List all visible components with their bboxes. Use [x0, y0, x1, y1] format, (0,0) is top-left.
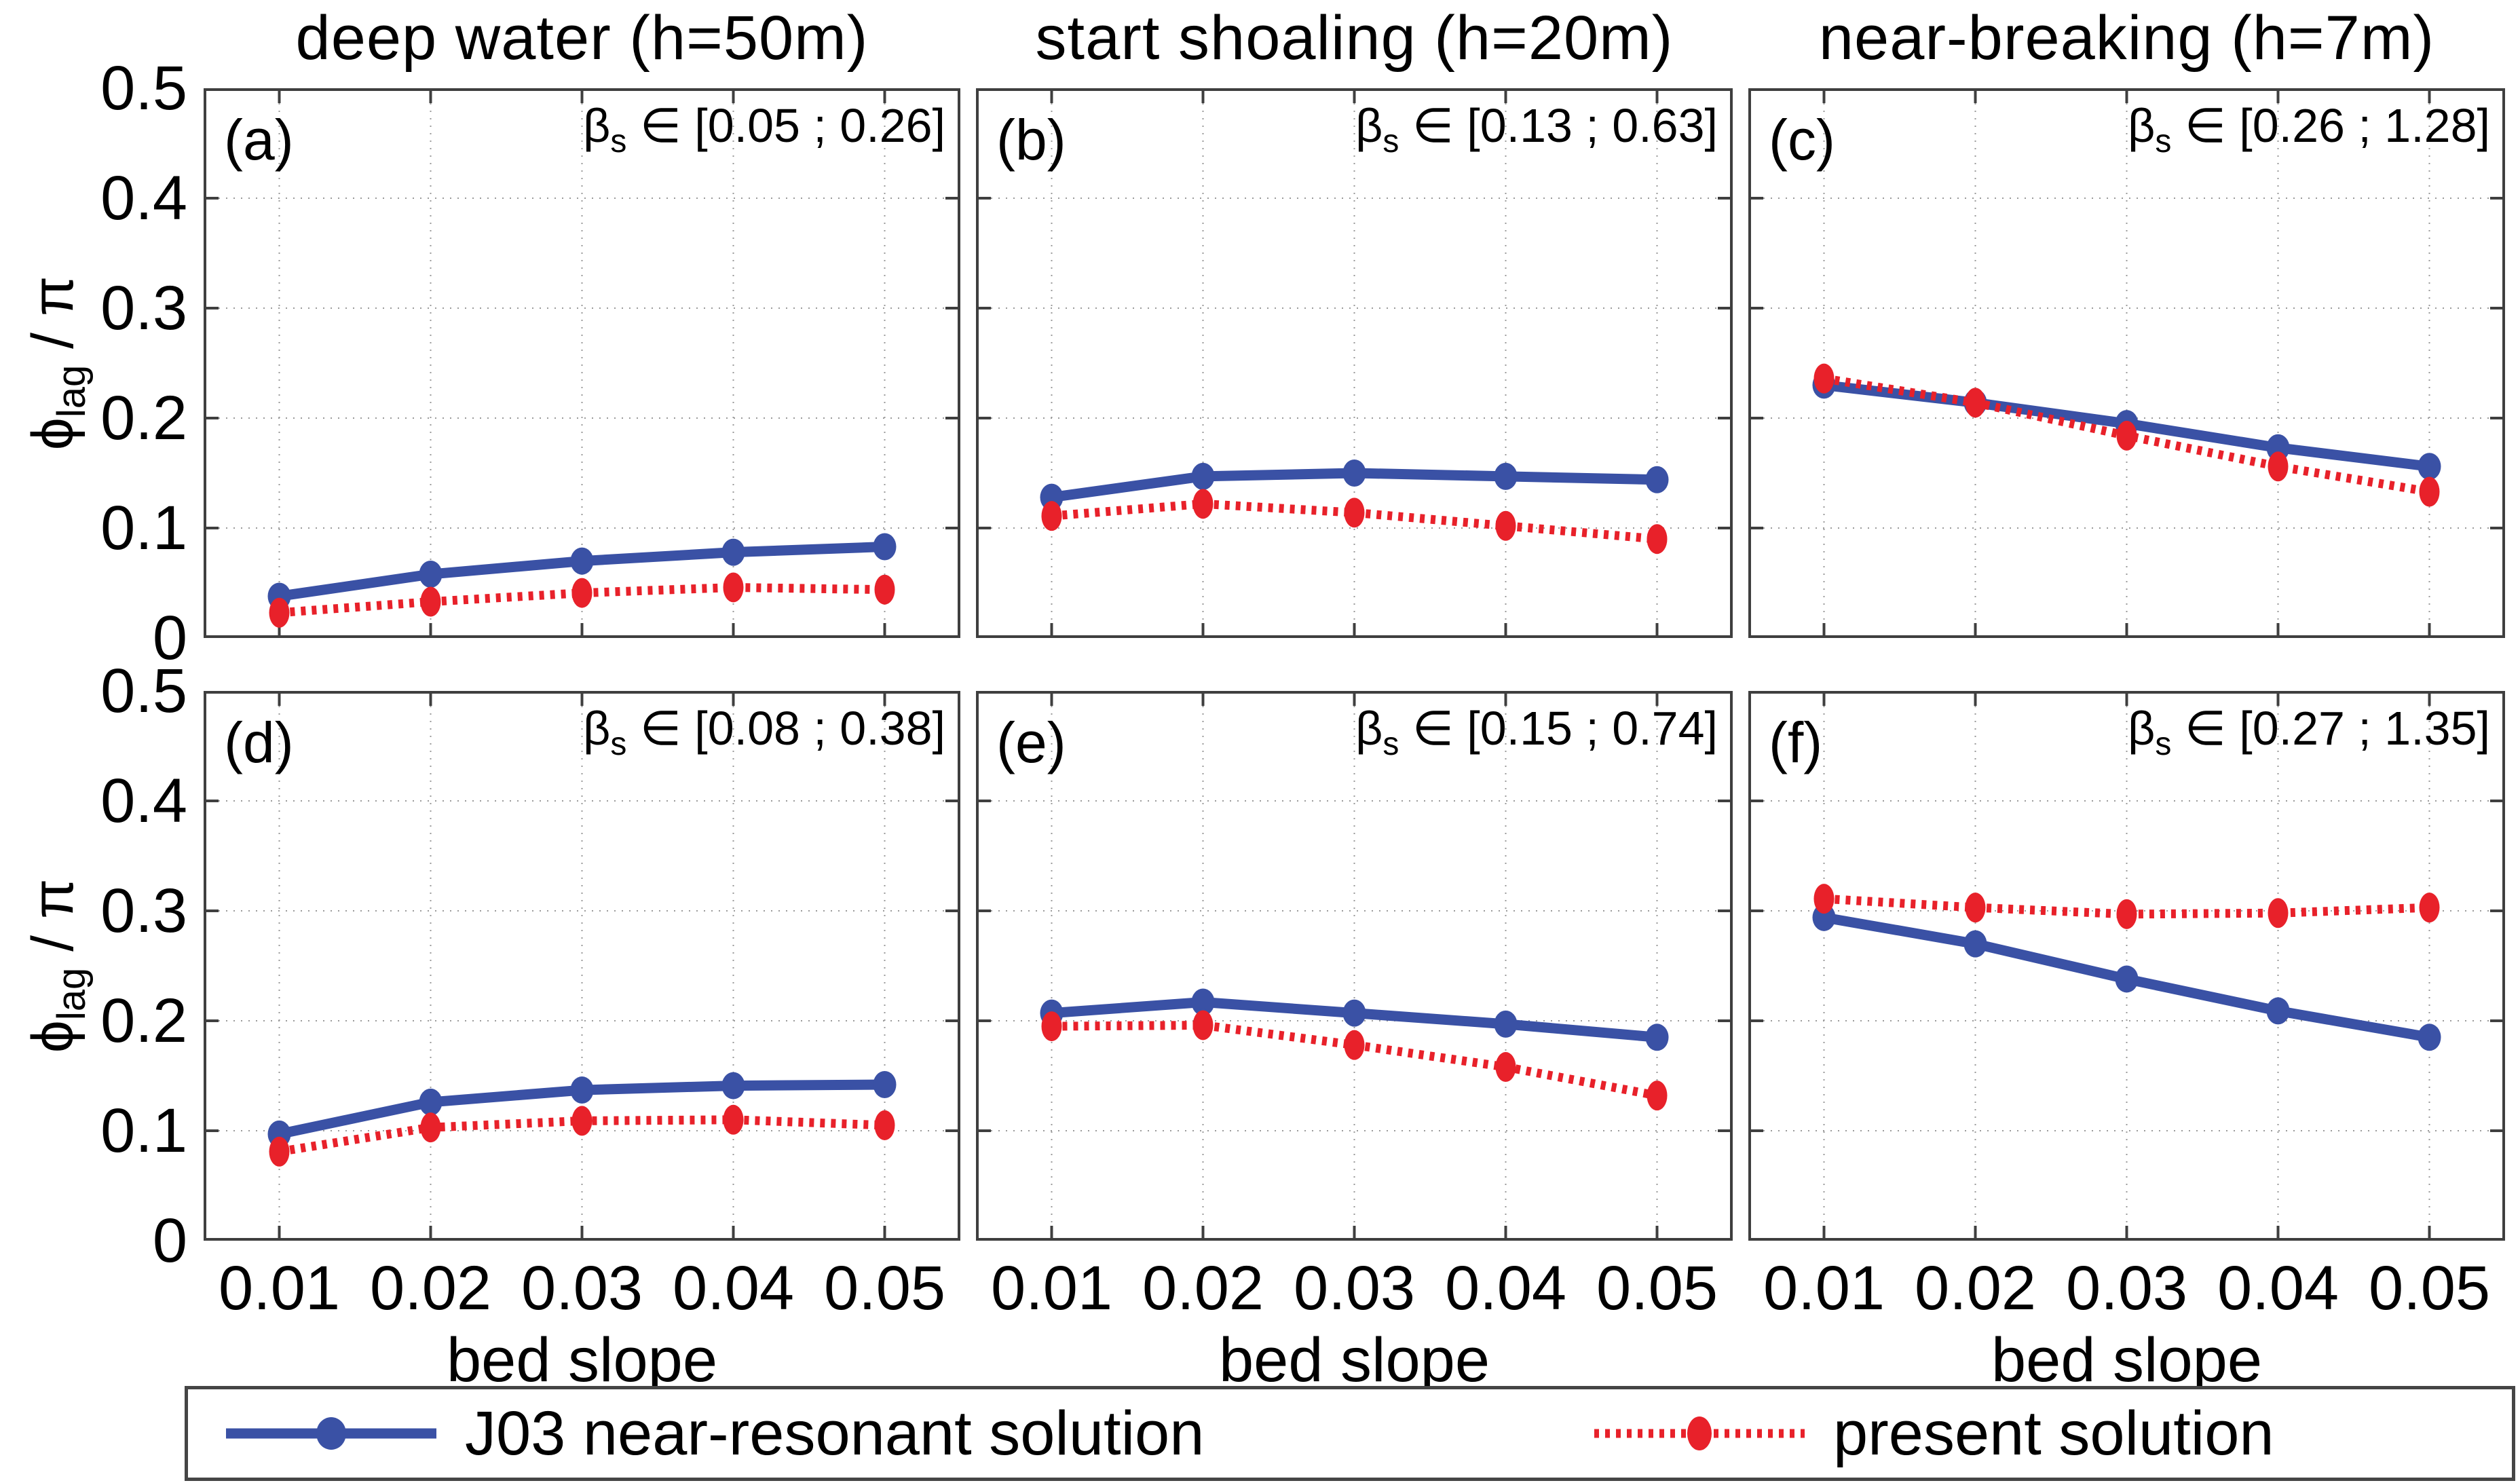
beta-symbol: β	[1355, 99, 1383, 152]
plot-area-a	[204, 88, 960, 638]
y-tick-label: 0.4	[100, 164, 187, 233]
legend-sample-present-line-icon	[1594, 1408, 1805, 1459]
legend: J03 near-resonant solution present solut…	[185, 1386, 2515, 1481]
beta-annotation-e: βs ∈ [0.15 ; 0.74]	[1355, 700, 1718, 763]
beta-symbol: β	[583, 702, 611, 755]
beta-symbol: β	[583, 99, 611, 152]
column-title-near-breaking: near-breaking (h=7m)	[1818, 3, 2435, 73]
beta-range: ∈ [0.26 ; 1.28]	[2171, 99, 2490, 152]
y-tick-label: 0.1	[100, 493, 187, 563]
beta-annotation-b: βs ∈ [0.13 ; 0.63]	[1355, 98, 1718, 160]
beta-range: ∈ [0.08 ; 0.38]	[626, 702, 945, 755]
beta-subscript: s	[1383, 124, 1399, 159]
plot-area-f	[1748, 691, 2505, 1241]
y-tick-label: 0.4	[100, 766, 187, 836]
beta-subscript: s	[2155, 124, 2172, 159]
legend-item-j03: J03 near-resonant solution	[226, 1389, 1204, 1478]
panel-e: (e) βs ∈ [0.15 ; 0.74]	[976, 691, 1733, 1241]
y-tick-label: 0.5	[100, 656, 187, 726]
y-tick-label: 0.5	[100, 54, 187, 123]
x-tick-label: 0.02	[1914, 1254, 2037, 1323]
x-axis-label-col1: bed slope	[447, 1326, 717, 1395]
beta-range: ∈ [0.05 ; 0.26]	[626, 99, 945, 152]
x-tick-label: 0.05	[1596, 1254, 1718, 1323]
x-tick-label: 0.04	[2217, 1254, 2339, 1323]
beta-annotation-c: βs ∈ [0.26 ; 1.28]	[2128, 98, 2490, 160]
beta-symbol: β	[1355, 702, 1383, 755]
legend-label-present: present solution	[1833, 1398, 2274, 1468]
beta-subscript: s	[1383, 726, 1399, 762]
y-tick-label: 0	[152, 1206, 187, 1275]
beta-range: ∈ [0.27 ; 1.35]	[2171, 702, 2490, 755]
y-tick-label: 0	[152, 603, 187, 673]
x-tick-label: 0.01	[990, 1254, 1113, 1323]
panel-label-a: (a)	[224, 108, 294, 172]
x-tick-label: 0.05	[823, 1254, 946, 1323]
beta-annotation-d: βs ∈ [0.08 ; 0.38]	[583, 700, 945, 763]
y-tick-label: 0.3	[100, 876, 187, 945]
beta-symbol: β	[2128, 702, 2156, 755]
beta-subscript: s	[2155, 726, 2172, 762]
y-tick-label: 0.2	[100, 986, 187, 1055]
legend-item-present: present solution	[1594, 1389, 2274, 1478]
x-tick-label: 0.04	[672, 1254, 795, 1323]
panel-label-d: (d)	[224, 711, 294, 774]
panel-a: (a) βs ∈ [0.05 ; 0.26]	[204, 88, 960, 638]
panel-label-b: (b)	[996, 108, 1066, 172]
x-tick-label: 0.03	[521, 1254, 643, 1323]
x-tick-label: 0.03	[2065, 1254, 2188, 1323]
panel-label-f: (f)	[1769, 711, 1823, 774]
x-tick-label: 0.05	[2368, 1254, 2491, 1323]
panel-b: (b) βs ∈ [0.13 ; 0.63]	[976, 88, 1733, 638]
beta-symbol: β	[2128, 99, 2156, 152]
plot-area-d	[204, 691, 960, 1241]
plot-area-b	[976, 88, 1733, 638]
x-tick-label: 0.01	[218, 1254, 341, 1323]
x-tick-label: 0.02	[369, 1254, 492, 1323]
x-tick-label: 0.03	[1293, 1254, 1416, 1323]
panel-c: (c) βs ∈ [0.26 ; 1.28]	[1748, 88, 2505, 638]
beta-subscript: s	[610, 726, 627, 762]
beta-subscript: s	[610, 124, 627, 159]
y-tick-label: 0.2	[100, 383, 187, 453]
x-axis-label-col3: bed slope	[1991, 1326, 2262, 1395]
beta-annotation-a: βs ∈ [0.05 ; 0.26]	[583, 98, 945, 160]
x-tick-label: 0.04	[1444, 1254, 1567, 1323]
panel-d: (d) βs ∈ [0.08 ; 0.38]	[204, 691, 960, 1241]
beta-range: ∈ [0.13 ; 0.63]	[1399, 99, 1718, 152]
panel-label-c: (c)	[1769, 108, 1835, 172]
y-tick-label: 0.3	[100, 274, 187, 343]
x-tick-label: 0.02	[1142, 1254, 1264, 1323]
x-axis-label-col2: bed slope	[1219, 1326, 1490, 1395]
column-title-start-shoaling: start shoaling (h=20m)	[1035, 3, 1674, 73]
column-title-deep-water: deep water (h=50m)	[295, 3, 869, 73]
y-tick-label: 0.1	[100, 1096, 187, 1165]
beta-annotation-f: βs ∈ [0.27 ; 1.35]	[2128, 700, 2490, 763]
plot-area-c	[1748, 88, 2505, 638]
plot-area-e	[976, 691, 1733, 1241]
beta-range: ∈ [0.15 ; 0.74]	[1399, 702, 1718, 755]
legend-sample-j03-line-icon	[226, 1408, 436, 1459]
panel-label-e: (e)	[996, 711, 1066, 774]
legend-label-j03: J03 near-resonant solution	[465, 1398, 1205, 1468]
x-tick-label: 0.01	[1763, 1254, 1885, 1323]
panel-f: (f) βs ∈ [0.27 ; 1.35]	[1748, 691, 2505, 1241]
